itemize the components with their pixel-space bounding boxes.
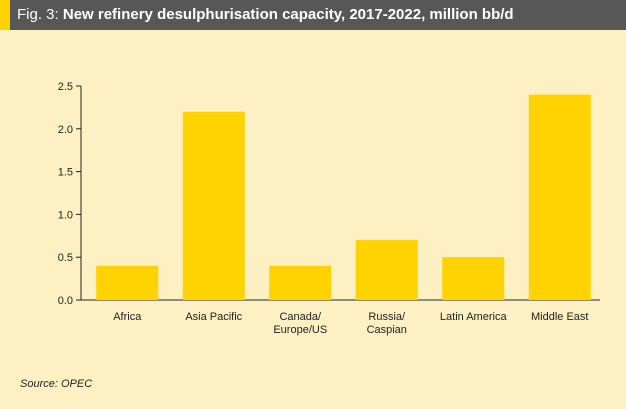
x-tick-label: Russia/Caspian: [367, 311, 407, 336]
x-tick-label-line: Canada/: [279, 311, 322, 323]
bar-2: [269, 265, 332, 300]
source-note: Source: OPEC: [20, 378, 93, 390]
x-tick-label: Latin America: [440, 311, 508, 323]
x-tick-label: Africa: [113, 311, 142, 323]
y-tick-label: 1.5: [58, 167, 73, 179]
x-tick-label-line: Caspian: [367, 324, 407, 336]
x-tick-label-line: Middle East: [531, 311, 588, 323]
y-tick-label: 2.5: [58, 81, 73, 93]
x-tick-label: Canada/Europe/US: [273, 311, 327, 336]
y-tick-label: 0.5: [58, 252, 73, 264]
x-tick-label-line: Latin America: [440, 311, 508, 323]
title-accent-block: [0, 0, 10, 30]
bar-1: [182, 111, 245, 301]
y-tick-label: 2.0: [58, 124, 73, 136]
bar-0: [96, 265, 159, 300]
x-tick-label: Asia Pacific: [185, 311, 242, 323]
y-tick-label: 1.0: [58, 209, 73, 221]
x-tick-label: Middle East: [531, 311, 588, 323]
chart-panel: 0.0 0.5 1.0 1.5 2.0 2.5 Africa Asia Pacific Cana…: [0, 30, 626, 409]
x-tick-label-line: Europe/US: [273, 324, 327, 336]
figure-title: Fig. 3: New refinery desulphurisation ca…: [17, 0, 514, 30]
x-tick-label-line: Asia Pacific: [185, 311, 242, 323]
figure-title-text: New refinery desulphurisation capacity, …: [62, 6, 514, 23]
x-tick-label-line: Africa: [113, 311, 142, 323]
y-tick-label: 0.0: [58, 295, 73, 307]
bar-3: [355, 240, 418, 300]
bar-5: [528, 94, 591, 300]
bar-4: [442, 257, 505, 300]
figure-number: Fig. 3:: [17, 6, 59, 23]
x-tick-label-line: Russia/: [368, 311, 406, 323]
figure-title-bar: Fig. 3: New refinery desulphurisation ca…: [0, 0, 626, 30]
bar-chart: 0.0 0.5 1.0 1.5 2.0 2.5 Africa Asia Pacific Cana…: [58, 81, 600, 336]
